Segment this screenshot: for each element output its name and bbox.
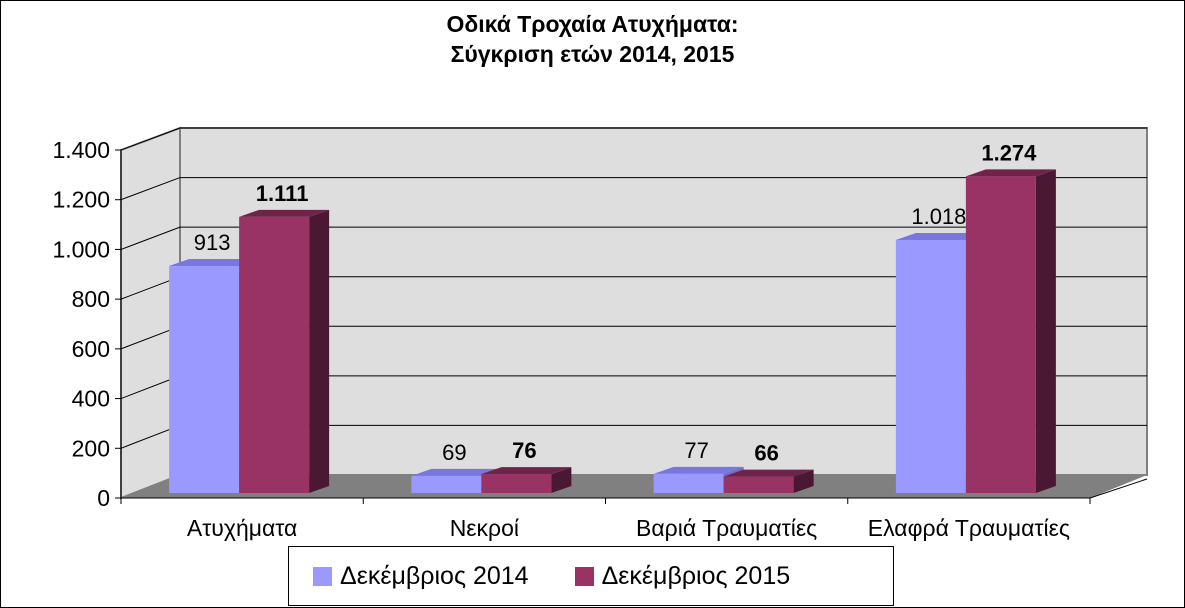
bar — [169, 266, 240, 493]
data-label: 913 — [194, 230, 231, 255]
legend-item-2014: Δεκέμβριος 2014 — [313, 562, 529, 591]
y-tick-label: 0 — [97, 485, 110, 511]
bar-side — [793, 469, 814, 493]
chart-title-line-1: Οδικά Τροχαία Ατυχήματα: — [446, 11, 739, 37]
y-tick-label: 1.400 — [52, 137, 110, 163]
y-tick-label: 1.200 — [52, 187, 110, 213]
bar-side — [309, 209, 330, 493]
bar — [723, 476, 794, 493]
bar-top — [723, 469, 814, 477]
legend-item-2015: Δεκέμβριος 2015 — [574, 561, 791, 591]
legend-label-2015: Δεκέμβριος 2015 — [601, 561, 791, 590]
bar-top — [965, 169, 1056, 177]
gridline-side — [120, 177, 181, 201]
gridline-side — [120, 127, 181, 151]
bar-side — [1035, 169, 1056, 493]
bar-top — [895, 232, 986, 240]
bar — [965, 176, 1036, 493]
data-label: 1.111 — [256, 181, 309, 206]
y-tick-label: 200 — [72, 435, 110, 461]
data-label: 1.018 — [911, 204, 966, 229]
data-label: 69 — [442, 440, 466, 465]
bar — [411, 475, 482, 493]
y-tick-label: 600 — [72, 336, 110, 362]
bar-top — [239, 209, 330, 217]
x-tick-label: Ελαφρά Τραυματίες — [868, 515, 1070, 541]
bar-top — [481, 467, 572, 475]
bar-chart: 0 200 400 600 800 1.000 1.200 1.400 Ατυχήματα Νεκ… — [52, 126, 1148, 541]
x-tick-label: Ατυχήματα — [187, 515, 297, 541]
bar — [239, 216, 310, 493]
bar-side — [551, 467, 572, 493]
bar-top — [653, 466, 744, 474]
chart-title-line-2: Σύγκριση ετών 2014, 2015 — [450, 41, 735, 67]
x-tick-label: Νεκροί — [450, 515, 519, 541]
bar — [481, 474, 552, 493]
chart-floor — [121, 475, 1147, 498]
y-tick-label: 1.000 — [52, 236, 110, 262]
bar — [653, 473, 724, 493]
legend-swatch-2015 — [574, 566, 594, 586]
legend-swatch-2014 — [313, 566, 332, 586]
chart-title: Οδικά Τροχαία Ατυχήματα: Σύγκριση ετών 2… — [0, 9, 1185, 69]
data-label: 77 — [684, 438, 708, 463]
chart-floor-edge — [1089, 478, 1148, 499]
bar-top — [411, 468, 502, 476]
x-tick-label: Βαριά Τραυματίες — [636, 515, 817, 541]
bar-top — [169, 259, 260, 267]
data-label: 76 — [512, 438, 536, 463]
legend-label-2014: Δεκέμβριος 2014 — [340, 561, 529, 590]
y-tick-label: 800 — [72, 286, 110, 312]
y-tick-label: 400 — [72, 386, 110, 412]
gridline-side — [120, 226, 181, 250]
data-label: 66 — [754, 441, 778, 466]
data-label: 1.274 — [981, 140, 1037, 165]
bar — [895, 239, 966, 493]
chart-legend: Δεκέμβριος 2014 Δεκέμβριος 2015 — [288, 546, 894, 606]
